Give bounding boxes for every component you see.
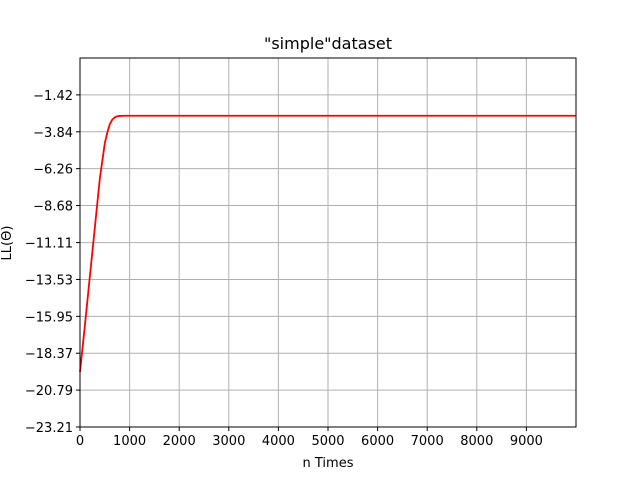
x-tick-label: 2000 xyxy=(163,434,196,449)
grid xyxy=(79,58,576,428)
x-tick-label: 9000 xyxy=(510,434,543,449)
y-tick-label: −3.84 xyxy=(33,126,73,141)
x-tick-label: 1000 xyxy=(113,434,146,449)
y-tick-label: −23.21 xyxy=(25,421,73,436)
x-axis-label: n Times xyxy=(303,456,354,471)
y-tick-label: −8.68 xyxy=(33,200,73,215)
y-axis: −1.42 −3.84 −6.26 −8.68 −11.11 −13.53 −15.95 −1… xyxy=(25,89,80,436)
x-tick-label: 4000 xyxy=(262,434,295,449)
x-tick-label: 3000 xyxy=(212,434,245,449)
series-line xyxy=(79,114,576,373)
x-tick-label: 7000 xyxy=(411,434,444,449)
y-tick-label: −1.42 xyxy=(33,89,73,104)
y-tick-label: −13.53 xyxy=(25,273,73,288)
y-tick-label: −15.95 xyxy=(25,310,73,325)
chart-title: "simple"dataset xyxy=(264,34,392,53)
y-tick-label: −11.11 xyxy=(25,237,73,252)
plot-area xyxy=(79,114,576,373)
y-tick-label: −18.37 xyxy=(25,347,73,362)
x-tick-label: 5000 xyxy=(311,434,344,449)
y-tick-label: −6.26 xyxy=(33,163,73,178)
x-tick-label: 6000 xyxy=(361,434,394,449)
x-tick-label: 8000 xyxy=(460,434,493,449)
y-axis-label: LL(Θ) xyxy=(0,226,15,261)
x-tick-label: 0 xyxy=(76,434,84,449)
x-axis: 0 1000 2000 3000 4000 5000 6000 7000 8000 9000 xyxy=(76,427,543,449)
y-tick-label: −20.79 xyxy=(25,384,73,399)
